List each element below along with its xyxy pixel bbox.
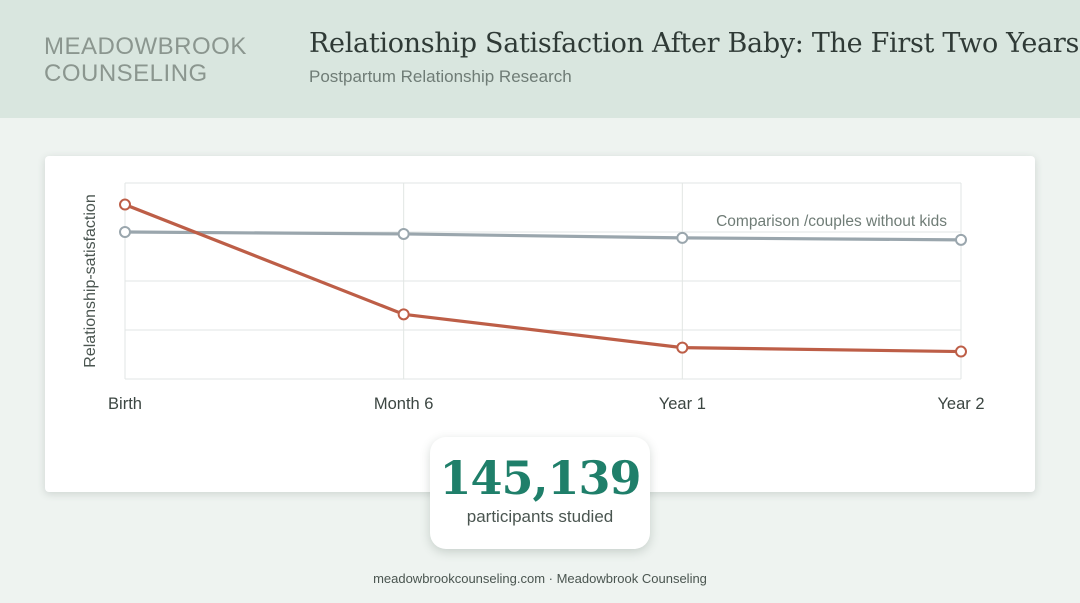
x-tick-label: Year 1 [659, 395, 706, 413]
x-tick-label: Month 6 [374, 395, 434, 413]
data-point [676, 341, 689, 354]
x-tick-label: Birth [108, 395, 142, 413]
series-lines [119, 198, 967, 358]
data-point [397, 308, 410, 321]
footer: meadowbrookcounseling.com · Meadowbrook … [0, 571, 1080, 586]
participants-label: participants studied [466, 507, 614, 526]
y-axis-label: Relationship-satisfaction [82, 194, 99, 367]
data-point [397, 227, 410, 240]
participants-stat-card: 145,139 participants studied [430, 437, 650, 549]
chart-card: Relationship-satisfaction Birth Month 6 Ye… [45, 156, 1035, 492]
x-tick-labels: Birth Month 6 Year 1 Year 2 [108, 395, 985, 413]
participants-count: 145,139 [439, 451, 641, 505]
data-point [955, 233, 967, 246]
data-point [676, 231, 689, 244]
line-chart: Relationship-satisfaction Birth Month 6 Ye… [82, 182, 985, 413]
data-point [119, 226, 131, 238]
brand-logo: MEADOWBROOK COUNSELING [44, 33, 247, 87]
footer-text: meadowbrookcounseling.com · Meadowbrook … [373, 571, 707, 586]
series-line-comparison [124, 230, 962, 242]
brand-line-1: MEADOWBROOK [44, 33, 247, 60]
page-title: Relationship Satisfaction After Baby: Th… [309, 28, 1080, 59]
page-subtitle: Postpartum Relationship Research [309, 67, 572, 86]
data-point [955, 345, 967, 358]
brand-line-2: COUNSELING [44, 60, 208, 87]
comparison-series-label: Comparison /couples without kids [716, 213, 947, 230]
series-line-main [124, 203, 962, 354]
x-tick-label: Year 2 [937, 395, 984, 413]
data-point [119, 198, 131, 211]
header-banner: MEADOWBROOK COUNSELING Relationship Sati… [0, 0, 1080, 118]
